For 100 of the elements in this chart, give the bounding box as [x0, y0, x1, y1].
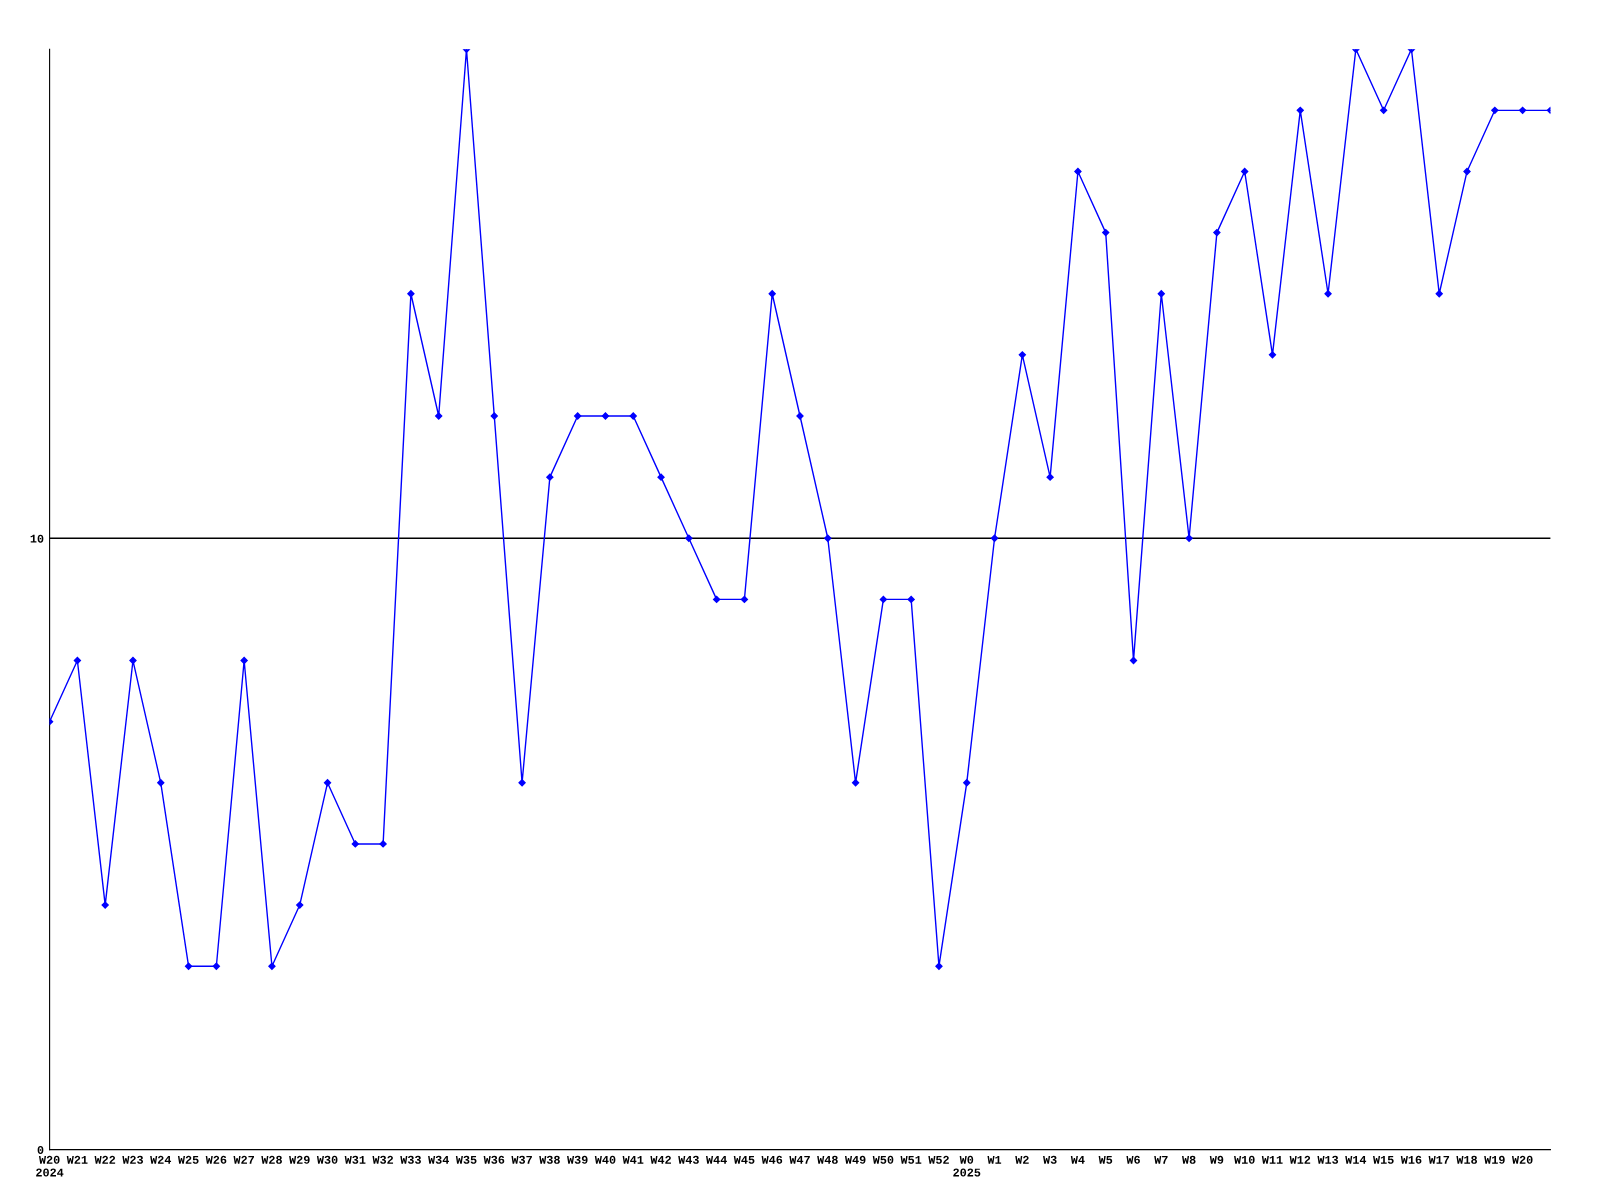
y-tick-label: 10	[30, 534, 44, 543]
point	[240, 656, 248, 665]
point	[157, 779, 165, 787]
x-tick-label: W32	[372, 1155, 394, 1164]
point	[490, 412, 498, 420]
point	[963, 779, 971, 787]
x-tick-label: W28	[261, 1155, 282, 1164]
x-tick-label: W35	[455, 1155, 477, 1164]
point	[1046, 473, 1054, 481]
point	[184, 962, 193, 970]
x-tick-label: W2	[1015, 1155, 1029, 1164]
point	[1296, 106, 1304, 114]
point	[601, 412, 610, 420]
x-tick-label: W42	[650, 1155, 671, 1164]
x-tick-label: W19	[1484, 1155, 1505, 1164]
x-tick-label: W7	[1154, 1155, 1168, 1164]
x-tick-label: W23	[122, 1155, 143, 1164]
x-tick-label: W52	[928, 1155, 949, 1164]
point	[712, 595, 721, 604]
point	[768, 290, 776, 298]
point	[1018, 351, 1026, 359]
point	[1491, 106, 1499, 114]
x-tick-label: W11	[1261, 1155, 1283, 1164]
point	[129, 656, 137, 665]
x-tick-label: W51	[900, 1155, 922, 1164]
point	[657, 473, 665, 481]
x-tick-label: W49	[844, 1155, 866, 1164]
x-tick-label: W33	[400, 1155, 421, 1164]
point	[518, 779, 526, 787]
x-tick-label: W37	[511, 1155, 532, 1164]
point	[1157, 290, 1165, 298]
point	[407, 290, 415, 298]
point	[1102, 228, 1110, 237]
x-tick-label: W5	[1098, 1155, 1113, 1164]
x-tick-label: W30	[316, 1155, 338, 1164]
x-tick-label: W38	[539, 1155, 560, 1164]
x-tick-label: W39	[567, 1155, 588, 1164]
x-tick-label: W29	[289, 1155, 310, 1164]
point	[879, 595, 888, 604]
point	[323, 779, 332, 787]
point	[296, 901, 304, 909]
x-tick-label: W17	[1428, 1155, 1450, 1164]
point	[740, 595, 749, 604]
x-tick-label: W26	[205, 1155, 227, 1164]
point	[268, 962, 276, 970]
y-tick-label: 0	[37, 1145, 44, 1154]
x-tick-label: W20	[1511, 1155, 1533, 1164]
x-tick-label: W43	[678, 1155, 699, 1164]
point	[1268, 351, 1277, 359]
point	[685, 534, 693, 542]
x-tick-label: W8	[1182, 1155, 1196, 1164]
x-tick-label: W20 2024	[36, 1155, 64, 1177]
point	[1213, 228, 1221, 237]
x-tick-label: W45	[733, 1155, 755, 1164]
x-tick-label: W47	[789, 1155, 810, 1164]
point	[1324, 290, 1332, 298]
point	[1380, 106, 1388, 114]
point	[1185, 534, 1193, 542]
x-tick-label: W1	[987, 1155, 1002, 1164]
x-tick-label: W27	[233, 1155, 254, 1164]
x-tick-label: W15	[1373, 1155, 1394, 1164]
x-tick-label: W31	[344, 1155, 366, 1164]
point	[1241, 167, 1249, 176]
point	[824, 534, 832, 542]
point	[1518, 106, 1527, 114]
point	[851, 779, 860, 787]
point	[907, 595, 915, 604]
x-tick-label: W21	[66, 1155, 88, 1164]
x-tick-label: W34	[428, 1155, 449, 1164]
x-tick-label: W0 2025	[953, 1155, 981, 1177]
point	[935, 962, 943, 970]
x-tick-label: W41	[622, 1155, 644, 1164]
point	[379, 840, 387, 848]
point	[1463, 167, 1471, 176]
x-tick-label: W46	[761, 1155, 783, 1164]
x-tick-label: W12	[1289, 1155, 1311, 1164]
point	[990, 534, 999, 542]
x-tick-label: W10	[1234, 1155, 1255, 1164]
x-tick-label: W6	[1126, 1155, 1140, 1164]
x-tick-label: W36	[483, 1155, 505, 1164]
x-tick-label: W22	[94, 1155, 116, 1164]
x-tick-label: W16	[1400, 1155, 1422, 1164]
x-tick-label: W3	[1043, 1155, 1057, 1164]
x-tick-label: W24	[150, 1155, 172, 1164]
x-tick-label: W44	[705, 1155, 727, 1164]
x-tick-label: W13	[1317, 1155, 1339, 1164]
x-tick-label: W9	[1209, 1155, 1224, 1164]
x-tick-label: W50	[872, 1155, 894, 1164]
x-tick-label: W25	[177, 1155, 199, 1164]
point	[1435, 290, 1443, 298]
point	[351, 840, 359, 848]
x-tick-label: W18	[1456, 1155, 1478, 1164]
point	[73, 656, 82, 665]
x-tick-label: W14	[1345, 1155, 1367, 1164]
point	[435, 412, 443, 420]
point	[629, 412, 637, 420]
x-tick-label: W40	[594, 1155, 616, 1164]
point	[212, 962, 220, 970]
point	[1074, 167, 1082, 176]
point	[574, 412, 582, 420]
